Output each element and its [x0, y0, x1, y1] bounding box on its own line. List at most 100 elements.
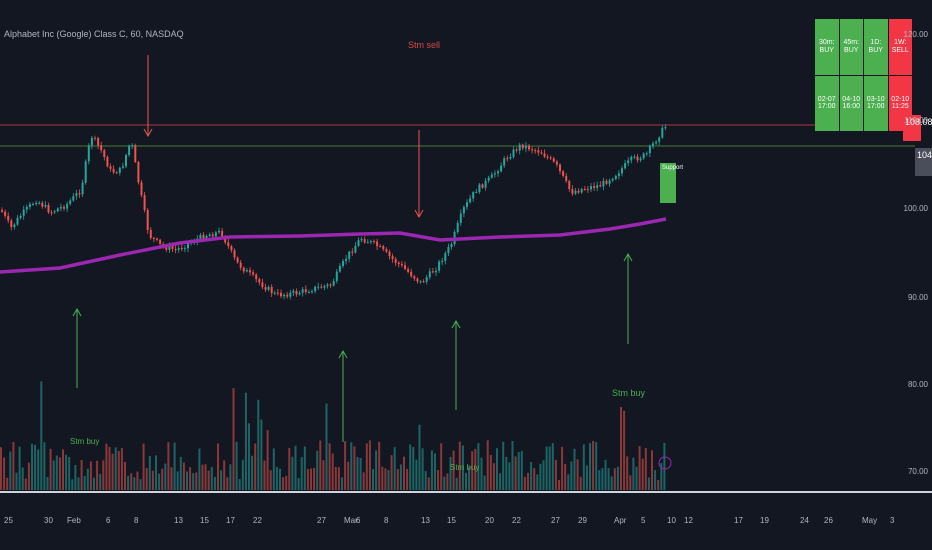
candle-body	[143, 195, 146, 211]
volume-bar	[288, 447, 291, 490]
volume-bar	[654, 470, 657, 490]
volume-bar	[220, 470, 223, 490]
volume-bar	[365, 443, 368, 490]
candle-body	[280, 292, 282, 297]
volume-bar	[201, 464, 204, 490]
candle-body	[379, 246, 382, 248]
volume-bar	[368, 440, 371, 490]
volume-bar	[189, 467, 192, 490]
candle-body	[537, 150, 540, 153]
volume-bar	[341, 477, 343, 490]
volume-bar	[83, 475, 86, 490]
candle-body	[419, 281, 422, 283]
volume-bar	[520, 451, 523, 490]
candle-body	[239, 262, 242, 268]
volume-bar	[502, 441, 505, 490]
volume-bar	[517, 452, 520, 490]
volume-bar	[424, 471, 427, 490]
candle-body	[586, 189, 589, 191]
candle-body	[16, 217, 19, 225]
y-axis-tick-label: 90.00	[907, 293, 928, 302]
candle-body	[218, 230, 220, 233]
candle-body	[230, 246, 233, 251]
volume-bar	[34, 444, 37, 490]
candle-body	[633, 156, 636, 158]
volume-bar	[229, 464, 232, 490]
candle-body	[311, 291, 313, 293]
candle-body	[211, 234, 214, 237]
candle-body	[348, 251, 351, 259]
volume-bar	[480, 457, 483, 490]
volume-bar	[93, 477, 95, 490]
candle-body	[171, 245, 174, 250]
x-axis-tick-label: 3	[890, 516, 895, 525]
candle-body	[267, 286, 270, 290]
x-axis-tick-label: 6	[356, 516, 361, 525]
x-axis-tick-label: 6	[106, 516, 111, 525]
cursor-marker	[658, 456, 672, 470]
volume-bar	[554, 459, 557, 490]
candle-body	[583, 189, 586, 191]
candle-body	[41, 202, 44, 207]
volume-bar	[12, 442, 15, 490]
volume-bar	[130, 473, 133, 490]
volume-bar	[31, 443, 33, 490]
candle-body	[53, 211, 56, 213]
candle-body	[469, 198, 472, 203]
volume-bar	[372, 469, 374, 490]
volume-bar	[607, 468, 610, 490]
volume-bar	[496, 448, 498, 490]
candle-body	[391, 256, 394, 260]
x-axis-tick-label: Mar	[344, 516, 358, 525]
volume-bar	[27, 462, 30, 490]
volume-bar	[570, 461, 573, 490]
table-cell-1d-time: 03-10 17:00	[864, 75, 888, 131]
volume-bar	[303, 446, 306, 490]
volume-bar	[545, 446, 548, 490]
volume-bar	[483, 475, 486, 490]
candle-body	[571, 189, 574, 194]
volume-bar	[337, 467, 340, 490]
volume-bar	[471, 451, 474, 490]
candle-body	[4, 211, 7, 216]
volume-bar	[213, 476, 216, 490]
volume-bar	[235, 441, 238, 490]
volume-bar	[322, 460, 325, 490]
candle-body	[462, 207, 465, 214]
support-badge: Support	[660, 163, 683, 203]
volume-bar	[514, 456, 517, 490]
candle-body	[140, 182, 143, 196]
candle-body	[273, 292, 276, 294]
volume-bar	[539, 463, 542, 490]
x-axis-tick-label: 17	[734, 516, 743, 525]
table-cell-1w: 1W: SELL	[888, 19, 912, 75]
candle-body	[360, 239, 363, 241]
x-axis-tick-label: 25	[4, 516, 13, 525]
buy-arrow-head	[72, 307, 82, 317]
candle-body	[456, 223, 459, 233]
candle-body	[168, 245, 171, 250]
y-axis-tick-label: 70.00	[907, 467, 928, 476]
candle-body	[304, 289, 307, 293]
volume-bar	[387, 470, 390, 490]
candle-body	[298, 292, 301, 295]
candle-body	[617, 173, 620, 176]
candle-body	[413, 276, 416, 279]
volume-bar	[381, 466, 384, 490]
buy-signal-label: Stm buy	[450, 463, 480, 472]
candle-body	[447, 247, 450, 254]
volume-bar	[114, 447, 117, 490]
candle-body	[345, 258, 348, 261]
volume-bar	[629, 475, 632, 490]
candle-body	[627, 160, 630, 164]
volume-bar	[251, 455, 254, 490]
volume-bar	[148, 456, 151, 490]
current-price-badge: 108.08	[903, 115, 932, 141]
volume-bar	[527, 472, 529, 490]
y-axis-tick-label: 100.00	[903, 204, 928, 213]
volume-bar	[409, 444, 412, 490]
candle-body	[292, 291, 295, 293]
candle-body	[242, 267, 245, 272]
symbol-title[interactable]: Alphabet Inc (Google) Class C, 60, NASDA…	[4, 29, 184, 39]
